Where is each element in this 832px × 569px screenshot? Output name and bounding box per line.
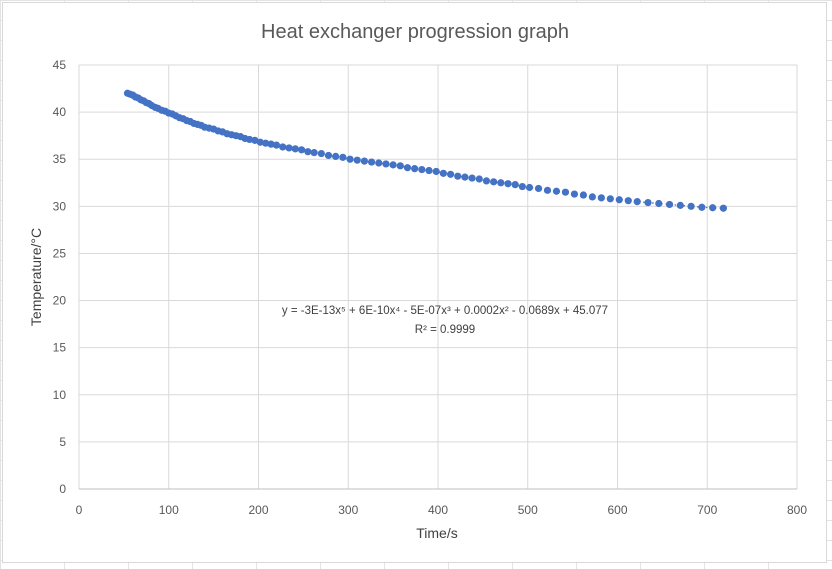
data-point [588, 193, 596, 201]
data-point [570, 190, 579, 198]
data-point [360, 157, 369, 165]
data-point [310, 149, 318, 157]
data-point [504, 180, 512, 188]
data-point [606, 195, 614, 203]
data-point [279, 143, 287, 151]
data-point [317, 149, 325, 158]
x-tick-label: 0 [76, 503, 83, 517]
data-point [285, 144, 293, 152]
data-point [418, 165, 426, 174]
trendline-r-squared[interactable]: R² = 0.9999 [415, 324, 475, 336]
x-tick-label: 700 [697, 503, 717, 517]
x-tick-label: 100 [159, 503, 179, 517]
data-point [454, 172, 462, 180]
data-point [353, 156, 361, 164]
data-point [297, 146, 306, 154]
gridlines [78, 64, 798, 489]
x-tick-label: 500 [518, 503, 538, 517]
data-point [633, 198, 641, 206]
data-point [497, 179, 505, 187]
data-point [256, 138, 264, 146]
data-point [375, 159, 383, 167]
x-tick-label: 300 [338, 503, 358, 517]
data-point [425, 166, 433, 175]
y-tick-labels: 0 5 10 15 20 25 30 35 40 45 [53, 58, 67, 496]
data-point [304, 148, 312, 156]
data-point [324, 151, 333, 160]
data-point [552, 187, 561, 195]
data-point [655, 199, 663, 208]
x-tick-label: 200 [248, 503, 268, 517]
data-point [475, 175, 483, 183]
data-point [543, 186, 552, 194]
x-tick-labels: 0 100 200 300 400 500 600 700 800 [76, 503, 808, 517]
data-points [123, 89, 728, 212]
x-tick-label: 800 [787, 503, 807, 517]
x-axis-title[interactable]: Time/s [416, 525, 457, 541]
data-point [709, 204, 717, 212]
data-point [272, 141, 281, 149]
data-point [719, 204, 728, 212]
data-point [432, 167, 440, 176]
data-point [339, 153, 347, 161]
y-tick-label: 0 [59, 482, 66, 496]
data-point [382, 160, 390, 168]
data-point [468, 174, 476, 182]
data-point [461, 173, 469, 181]
data-point [518, 182, 526, 191]
data-point [597, 194, 605, 202]
data-point [687, 202, 695, 210]
y-tick-label: 25 [53, 246, 67, 260]
y-tick-label: 20 [53, 294, 67, 308]
data-point [561, 188, 570, 196]
y-tick-label: 30 [53, 199, 67, 213]
x-tick-label: 400 [428, 503, 448, 517]
data-point [439, 169, 447, 177]
data-point [262, 139, 270, 147]
data-point [389, 161, 397, 169]
data-point [624, 197, 632, 205]
y-tick-label: 45 [53, 58, 67, 72]
data-point [411, 165, 419, 173]
data-point [403, 164, 412, 172]
data-point [534, 184, 543, 193]
data-point [267, 140, 275, 148]
data-point [511, 181, 519, 189]
data-point [615, 196, 623, 204]
data-point [698, 203, 706, 211]
trendline[interactable] [127, 92, 724, 209]
trendline-equation[interactable]: y = -3E-13x⁵ + 6E-10x⁴ - 5E-07x³ + 0.000… [282, 305, 608, 317]
data-point [644, 198, 652, 207]
data-point [367, 158, 376, 166]
y-tick-label: 15 [53, 341, 67, 355]
y-tick-label: 10 [53, 388, 67, 402]
data-point [446, 170, 455, 178]
data-point [525, 183, 534, 192]
data-point [579, 191, 587, 199]
data-point [396, 162, 404, 170]
data-point [490, 178, 498, 186]
data-point [665, 200, 674, 209]
data-point [482, 177, 491, 185]
y-axis-title[interactable]: Temperature/°C [28, 228, 44, 326]
y-tick-label: 40 [53, 105, 67, 119]
data-point [332, 152, 340, 160]
y-tick-label: 5 [59, 435, 66, 449]
data-point [676, 201, 684, 209]
data-point [346, 155, 354, 163]
chart-title[interactable]: Heat exchanger progression graph [261, 21, 569, 43]
data-point [291, 145, 299, 153]
x-tick-label: 600 [607, 503, 627, 517]
data-point [245, 135, 254, 144]
y-tick-label: 35 [53, 152, 67, 166]
